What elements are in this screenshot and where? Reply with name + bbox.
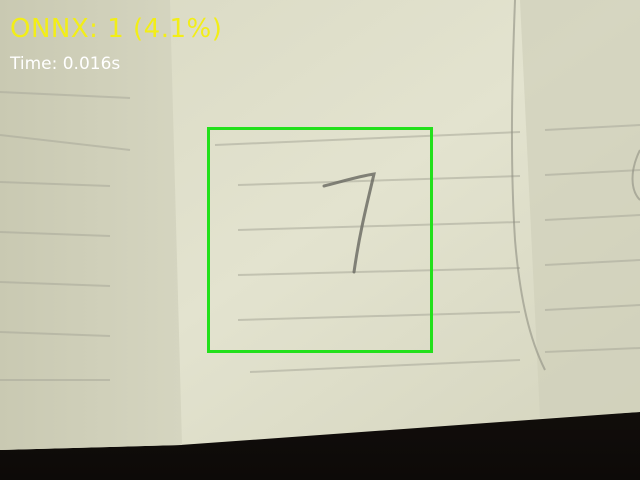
detection-box <box>207 127 433 353</box>
right-page-tint <box>520 0 640 418</box>
ruled-lines <box>0 91 640 381</box>
prediction-label: ONNX: 1 (4.1%) <box>10 14 223 44</box>
handwritten-digit <box>322 172 376 274</box>
left-page <box>0 0 182 450</box>
margin-line <box>510 0 640 371</box>
inference-time-label: Time: 0.016s <box>10 54 121 74</box>
